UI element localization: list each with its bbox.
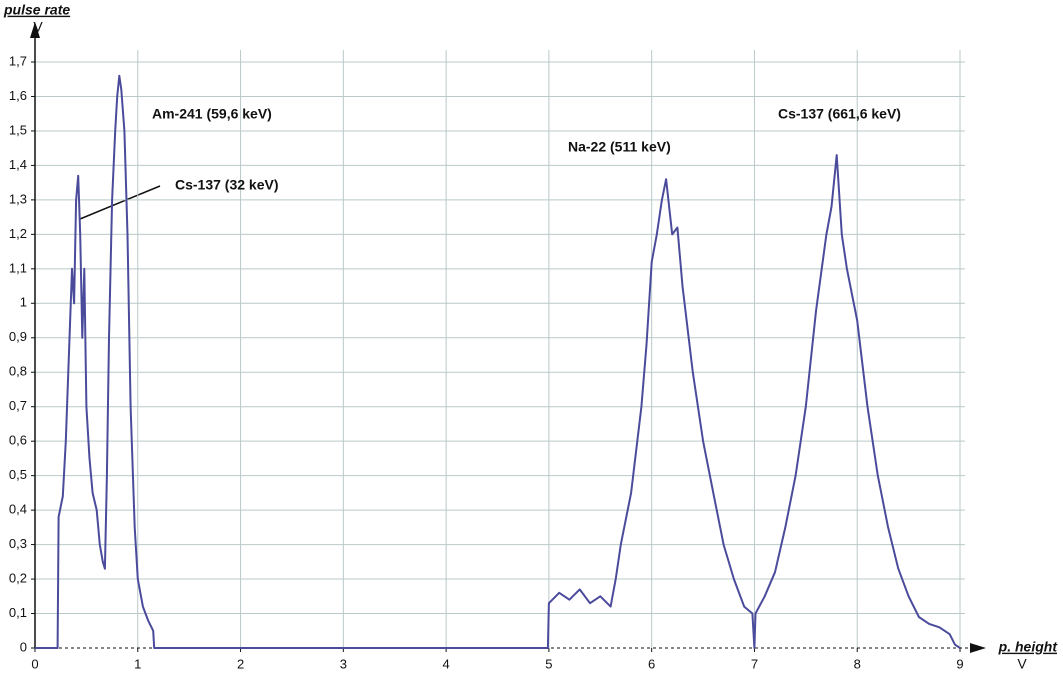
y-tick-label: 1,2 xyxy=(9,226,27,241)
y-tick-label: 1,7 xyxy=(9,53,27,68)
x-tick-label: 0 xyxy=(31,656,38,671)
x-tick-label: 4 xyxy=(442,656,449,671)
y-tick-label: 1,5 xyxy=(9,122,27,137)
annotation: Cs-137 (661,6 keV) xyxy=(778,106,901,122)
x-tick-label: 5 xyxy=(545,656,552,671)
y-tick-label: 1,4 xyxy=(9,157,27,172)
y-tick-label: 0,3 xyxy=(9,536,27,551)
y-tick-label: 0,9 xyxy=(9,329,27,344)
y-tick-label: 0,4 xyxy=(9,502,27,517)
x-axis-unit: V xyxy=(1017,656,1027,672)
x-tick-label: 7 xyxy=(751,656,758,671)
annotation: Cs-137 (32 keV) xyxy=(175,177,279,193)
x-tick-label: 1 xyxy=(134,656,141,671)
y-tick-label: 0,6 xyxy=(9,433,27,448)
y-axis-arrow xyxy=(30,22,40,38)
y-axis-unit: V xyxy=(33,19,43,35)
x-tick-label: 3 xyxy=(340,656,347,671)
y-tick-label: 0,5 xyxy=(9,467,27,482)
y-tick-label: 1,1 xyxy=(9,260,27,275)
x-axis-label: p. height xyxy=(998,639,1059,655)
y-tick-label: 1,6 xyxy=(9,88,27,103)
x-tick-label: 2 xyxy=(237,656,244,671)
y-tick-label: 0,2 xyxy=(9,570,27,585)
data-line xyxy=(35,74,961,649)
y-tick-label: 1,3 xyxy=(9,191,27,206)
y-tick-label: 0,7 xyxy=(9,398,27,413)
y-tick-label: 0,1 xyxy=(9,605,27,620)
y-tick-label: 0 xyxy=(20,639,27,654)
x-axis-arrow xyxy=(970,643,986,653)
y-tick-label: 0,8 xyxy=(9,364,27,379)
x-tick-label: 8 xyxy=(854,656,861,671)
y-axis-label: pulse rate xyxy=(3,2,70,18)
y-tick-label: 1 xyxy=(20,295,27,310)
annotation-leader xyxy=(79,185,161,220)
annotation: Am-241 (59,6 keV) xyxy=(152,106,272,122)
x-tick-label: 6 xyxy=(648,656,655,671)
annotation: Na-22 (511 keV) xyxy=(568,139,671,155)
x-tick-label: 9 xyxy=(956,656,963,671)
